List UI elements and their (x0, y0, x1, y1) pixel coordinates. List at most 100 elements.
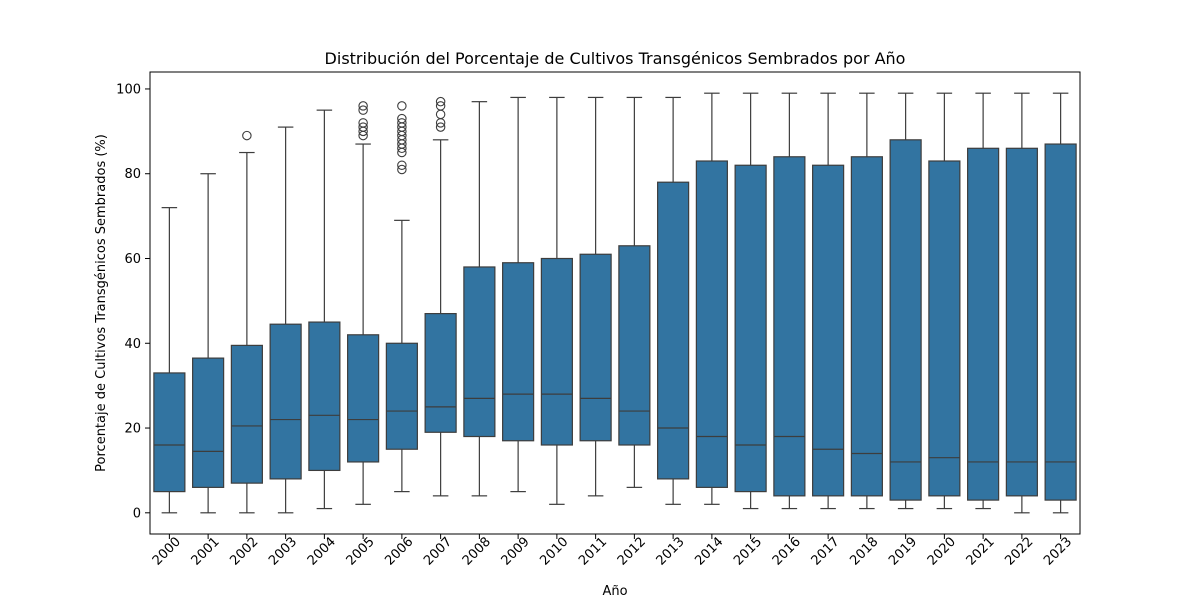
outlier-point (435, 109, 446, 120)
box-iqr (618, 245, 651, 446)
x-tick-label: 2018 (847, 535, 881, 569)
box-iqr (734, 164, 767, 493)
box-group-2000 (153, 207, 186, 514)
x-tick-label: 2014 (692, 535, 726, 569)
box-group-2006 (385, 101, 418, 493)
y-tick-label: 40 (124, 337, 141, 352)
x-tick-label: 2001 (189, 535, 223, 569)
x-tick-label: 2017 (809, 535, 843, 569)
box-group-2019 (889, 92, 922, 510)
y-tick-label: 100 (116, 82, 141, 97)
box-iqr (579, 253, 612, 442)
x-tick-label: 2002 (227, 535, 261, 569)
outlier-point (358, 101, 368, 111)
y-tick-label: 20 (124, 422, 141, 437)
outlier-point (358, 118, 368, 128)
box-group-2014 (695, 92, 728, 505)
box-iqr (1005, 147, 1038, 497)
box-iqr (347, 334, 380, 463)
chart-title: Distribución del Porcentaje de Cultivos … (325, 49, 906, 68)
box-group-2003 (269, 126, 302, 514)
outlier-point (435, 96, 446, 107)
y-tick-label: 60 (124, 252, 141, 267)
y-tick-label: 80 (124, 167, 141, 182)
outlier-point (435, 122, 446, 132)
y-axis-label: Porcentaje de Cultivos Transgénicos Semb… (94, 134, 109, 472)
box-iqr (230, 344, 263, 484)
outlier-point (397, 113, 407, 124)
outlier-point (397, 164, 407, 175)
box-iqr (695, 160, 728, 488)
x-tick-label: 2009 (499, 535, 533, 569)
x-tick-label: 2023 (1041, 535, 1075, 569)
box-iqr (502, 262, 535, 442)
x-tick-label: 2021 (964, 535, 998, 569)
box-iqr (385, 342, 418, 450)
x-tick-label: 2006 (382, 535, 416, 569)
x-tick-label: 2019 (886, 535, 920, 569)
box-group-2012 (618, 96, 651, 488)
box-iqr (850, 156, 883, 497)
x-axis: 2000 2001 2002 2003 2004 2005 2006 2007 2008 2009… (150, 534, 1075, 569)
box-iqr (1044, 143, 1077, 501)
box-iqr (773, 156, 806, 497)
x-tick-label: 2013 (654, 535, 688, 569)
box-iqr (424, 312, 457, 433)
x-tick-label: 2005 (344, 535, 378, 569)
x-tick-label: 2000 (150, 535, 184, 569)
outlier-point (397, 160, 407, 170)
box-iqr (657, 181, 690, 480)
outlier-point (242, 130, 252, 141)
box-iqr (463, 266, 496, 438)
y-axis: 0 20 40 60 80 100 (116, 82, 150, 521)
x-tick-label: 2015 (731, 535, 765, 569)
box-iqr (269, 323, 302, 480)
x-tick-label: 2011 (576, 535, 610, 569)
outlier-point (397, 118, 407, 128)
plot-frame (149, 71, 1081, 535)
y-tick-label: 0 (133, 506, 141, 521)
box-group-2015 (734, 92, 767, 510)
x-axis-label: Año (602, 584, 627, 599)
box-group-2020 (928, 92, 961, 510)
box-group-2007 (424, 96, 457, 497)
x-tick-label: 2007 (421, 535, 455, 569)
box-iqr (967, 147, 1000, 501)
outlier-point (358, 122, 368, 132)
box-group-2009 (502, 96, 535, 493)
box-iqr (928, 160, 961, 497)
x-tick-label: 2022 (1002, 535, 1036, 569)
x-tick-label: 2008 (460, 535, 494, 569)
outlier-point (435, 101, 446, 111)
box-group-2018 (850, 92, 883, 510)
box-group-2013 (657, 96, 690, 505)
box-group-2021 (967, 92, 1000, 510)
box-iqr (153, 372, 186, 493)
box-group-2001 (192, 173, 225, 514)
box-group-2004 (308, 109, 341, 510)
box-group-2008 (463, 101, 496, 497)
x-tick-label: 2003 (266, 535, 300, 569)
box-group-2017 (812, 92, 845, 510)
box-iqr (889, 139, 922, 501)
box-group-2010 (540, 96, 573, 505)
box-group-2002 (230, 130, 263, 514)
box-iqr (812, 164, 845, 497)
box-group-2022 (1005, 92, 1038, 514)
box-group-2005 (347, 101, 380, 505)
plot-area (153, 92, 1077, 514)
box-iqr (540, 257, 573, 446)
box-iqr (308, 321, 341, 472)
outlier-point (358, 105, 368, 115)
x-tick-label: 2012 (615, 535, 649, 569)
x-tick-label: 2020 (925, 535, 959, 569)
x-tick-label: 2016 (770, 535, 804, 569)
outlier-point (397, 101, 407, 111)
box-group-2023 (1044, 92, 1077, 514)
box-group-2011 (579, 96, 612, 497)
x-tick-label: 2004 (305, 535, 339, 569)
box-group-2016 (773, 92, 806, 510)
box-iqr (192, 357, 225, 488)
x-tick-label: 2010 (537, 535, 571, 569)
